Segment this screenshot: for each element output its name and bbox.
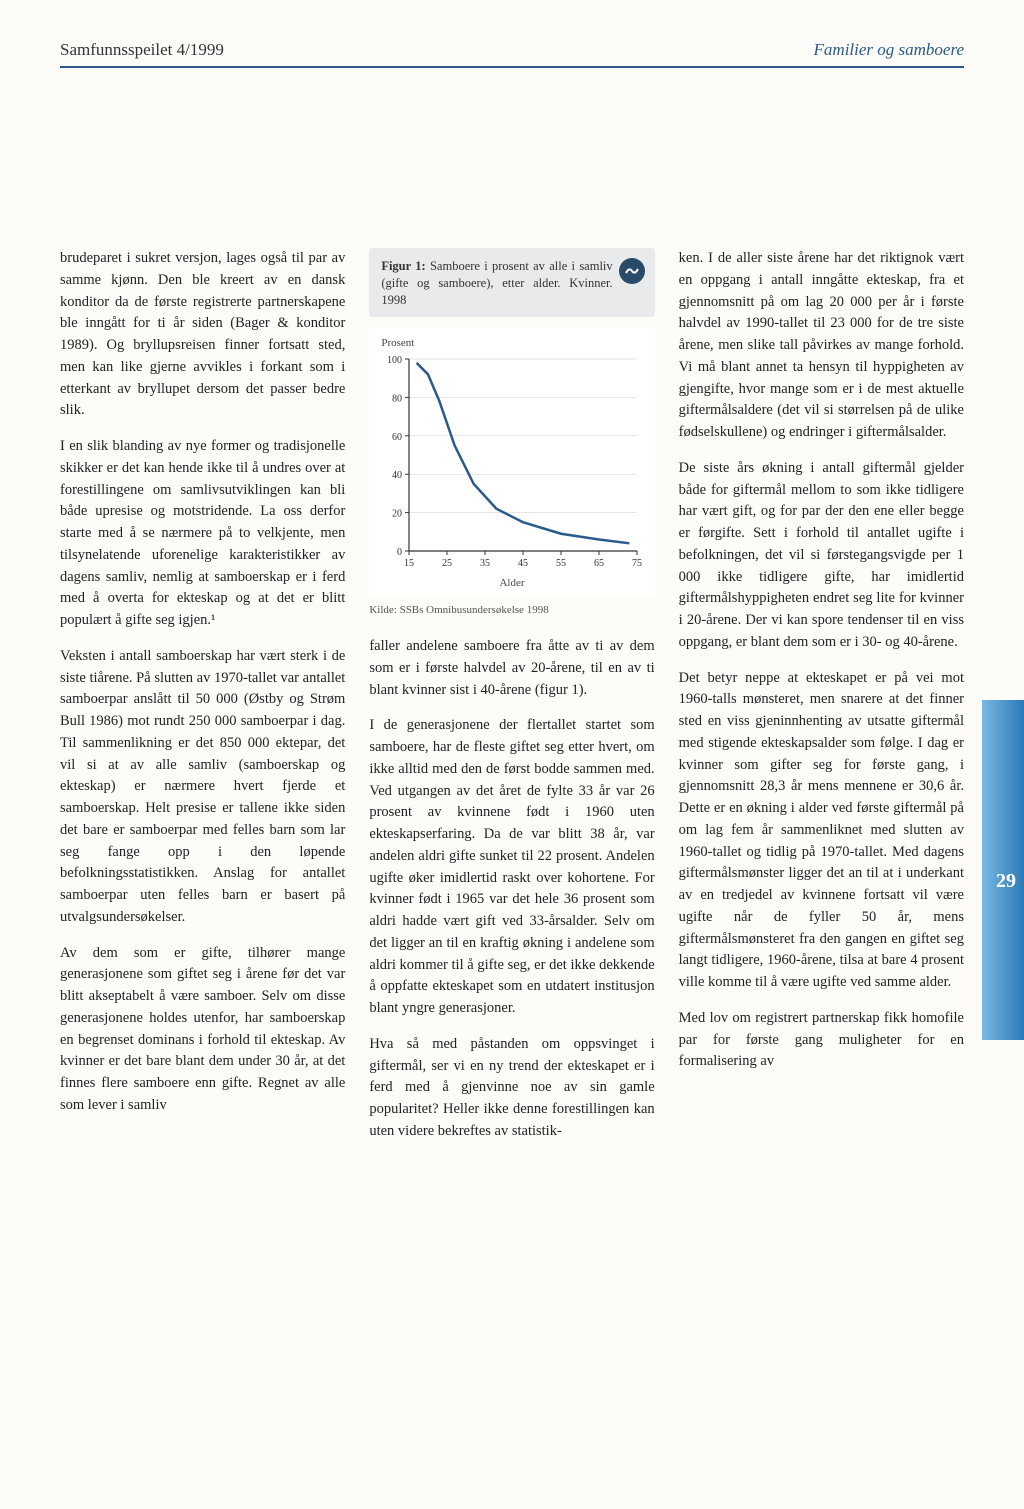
svg-text:60: 60: [392, 432, 402, 443]
chart-xlabel: Alder: [375, 575, 648, 592]
paragraph: ken. I de aller siste årene har det rikt…: [679, 248, 964, 444]
svg-text:75: 75: [632, 558, 642, 569]
paragraph: Hva så med påstanden om oppsvinget i gif…: [369, 1034, 654, 1143]
svg-text:40: 40: [392, 470, 402, 481]
paragraph: Med lov om registrert partnerskap fikk h…: [679, 1008, 964, 1073]
svg-text:20: 20: [392, 509, 402, 520]
svg-text:25: 25: [442, 558, 452, 569]
svg-text:100: 100: [387, 355, 402, 366]
content-columns: brudeparet i sukret versjon, lages også …: [60, 248, 964, 1157]
svg-text:35: 35: [480, 558, 490, 569]
header-publication: Samfunnsspeilet 4/1999: [60, 40, 224, 60]
paragraph: I en slik blanding av nye former og trad…: [60, 436, 345, 632]
svg-text:0: 0: [397, 547, 402, 558]
chart-container: Prosent 0 20 40 60 80 100 15 25 35 45 55 65 75 Alder: [369, 327, 654, 596]
figure-title: Figur 1: Samboere i prosent av alle i sa…: [381, 258, 642, 309]
svg-text:45: 45: [518, 558, 528, 569]
column-1: brudeparet i sukret versjon, lages også …: [60, 248, 345, 1157]
chart-icon: [619, 258, 645, 284]
paragraph: Veksten i antall samboerskap har vært st…: [60, 646, 345, 929]
column-2: Figur 1: Samboere i prosent av alle i sa…: [369, 248, 654, 1157]
header-section: Familier og samboere: [814, 40, 964, 60]
svg-text:15: 15: [404, 558, 414, 569]
figure-header: Figur 1: Samboere i prosent av alle i sa…: [369, 248, 654, 317]
svg-text:55: 55: [556, 558, 566, 569]
paragraph: De siste års økning i antall giftermål g…: [679, 458, 964, 654]
paragraph: I de generasjonene der flertallet starte…: [369, 715, 654, 1020]
column-3: ken. I de aller siste årene har det rikt…: [679, 248, 964, 1157]
chart-ylabel: Prosent: [381, 335, 648, 352]
line-chart: 0 20 40 60 80 100 15 25 35 45 55 65 75: [375, 353, 645, 573]
page-number: 29: [996, 870, 1016, 893]
svg-text:80: 80: [392, 394, 402, 405]
page-header: Samfunnsspeilet 4/1999 Familier og sambo…: [60, 40, 964, 68]
figure-source: Kilde: SSBs Omnibusundersøkelse 1998: [369, 602, 654, 619]
paragraph: faller andelene samboere fra åtte av ti …: [369, 636, 654, 701]
paragraph: Det betyr neppe at ekteskapet er på vei …: [679, 668, 964, 994]
paragraph: Av dem som er gifte, tilhører mange gene…: [60, 943, 345, 1117]
svg-text:65: 65: [594, 558, 604, 569]
paragraph: brudeparet i sukret versjon, lages også …: [60, 248, 345, 422]
